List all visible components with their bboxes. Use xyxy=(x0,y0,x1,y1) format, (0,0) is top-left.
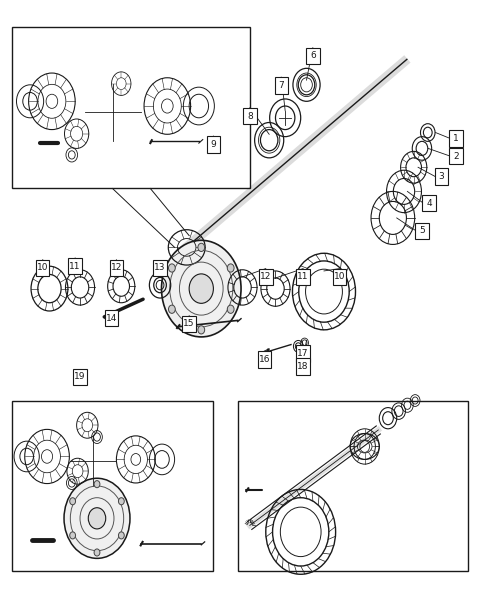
Bar xyxy=(237,401,467,571)
Circle shape xyxy=(227,305,234,313)
Bar xyxy=(153,260,166,276)
Bar xyxy=(206,136,220,153)
Bar xyxy=(422,195,435,211)
Bar xyxy=(414,223,428,239)
Text: 15: 15 xyxy=(183,319,195,329)
Circle shape xyxy=(168,305,175,313)
Text: 1: 1 xyxy=(452,134,458,143)
Text: 11: 11 xyxy=(69,262,81,271)
Bar xyxy=(12,401,213,571)
Text: 13: 13 xyxy=(154,263,166,273)
Text: 12: 12 xyxy=(259,272,271,282)
Bar xyxy=(448,130,462,147)
Bar xyxy=(12,27,249,188)
Circle shape xyxy=(168,264,175,272)
Text: 4: 4 xyxy=(425,198,431,208)
Bar xyxy=(68,258,82,274)
Circle shape xyxy=(70,532,76,539)
Bar xyxy=(36,260,49,276)
Bar xyxy=(448,148,462,164)
Bar xyxy=(257,351,271,368)
Text: 5: 5 xyxy=(418,226,424,236)
Circle shape xyxy=(88,508,106,529)
Bar xyxy=(296,345,309,362)
Circle shape xyxy=(118,532,124,539)
Circle shape xyxy=(94,549,100,556)
Text: 8: 8 xyxy=(246,111,252,121)
Text: 17: 17 xyxy=(297,349,308,358)
Text: 14: 14 xyxy=(106,313,117,323)
Bar xyxy=(105,310,118,326)
Text: 3: 3 xyxy=(438,172,443,181)
Bar xyxy=(274,77,287,94)
Text: 7: 7 xyxy=(278,81,284,90)
Text: 18: 18 xyxy=(297,362,308,371)
Text: 12: 12 xyxy=(110,263,122,273)
Bar xyxy=(109,260,123,276)
Circle shape xyxy=(161,240,241,337)
Circle shape xyxy=(94,481,100,488)
Text: 19: 19 xyxy=(74,372,86,382)
Bar xyxy=(305,48,319,64)
Circle shape xyxy=(118,498,124,505)
Bar xyxy=(296,269,309,285)
Text: 9: 9 xyxy=(210,140,216,149)
Bar xyxy=(258,269,272,285)
Text: 6: 6 xyxy=(309,51,315,61)
Bar xyxy=(332,269,346,285)
Circle shape xyxy=(197,243,204,252)
Circle shape xyxy=(227,264,234,272)
Circle shape xyxy=(197,326,204,334)
Circle shape xyxy=(189,274,213,303)
Circle shape xyxy=(64,478,130,558)
Bar xyxy=(434,168,447,185)
Bar xyxy=(182,316,196,332)
Bar xyxy=(242,108,256,124)
Bar xyxy=(296,358,309,375)
Text: 11: 11 xyxy=(297,272,308,282)
Bar xyxy=(73,369,87,385)
Circle shape xyxy=(70,498,76,505)
Text: 16: 16 xyxy=(258,355,270,364)
Text: 10: 10 xyxy=(333,272,345,282)
Text: 2: 2 xyxy=(452,151,458,161)
Text: 10: 10 xyxy=(37,263,48,273)
